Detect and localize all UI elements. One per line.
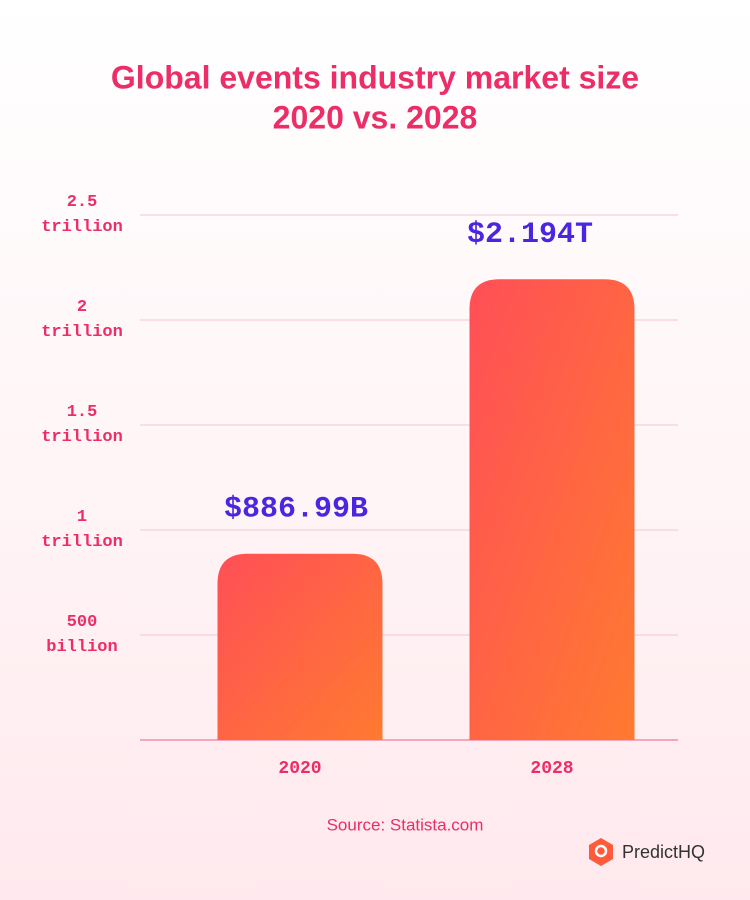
value-label: $2.194T bbox=[467, 218, 593, 252]
y-tick-label: 2.5 trillion bbox=[41, 193, 123, 237]
chart-subtitle: 2020 vs. 2028 bbox=[273, 99, 478, 135]
x-tick-label: 2028 bbox=[530, 759, 573, 779]
bar bbox=[469, 279, 635, 740]
logo: PredictHQ bbox=[589, 838, 705, 866]
brand: PredictHQ bbox=[622, 842, 705, 862]
y-tick-label: 1 trillion bbox=[41, 508, 123, 552]
y-tick-label: 2 trillion bbox=[41, 298, 123, 342]
x-tick-label: 2020 bbox=[278, 759, 321, 779]
chart-title: Global events industry market size bbox=[111, 59, 639, 95]
y-tick-label: 500 billion bbox=[46, 613, 118, 657]
bar bbox=[217, 553, 383, 740]
value-label: $886.99B bbox=[224, 493, 368, 527]
source: Source: Statista.com bbox=[327, 815, 484, 834]
y-tick-label: 1.5 trillion bbox=[41, 403, 123, 447]
